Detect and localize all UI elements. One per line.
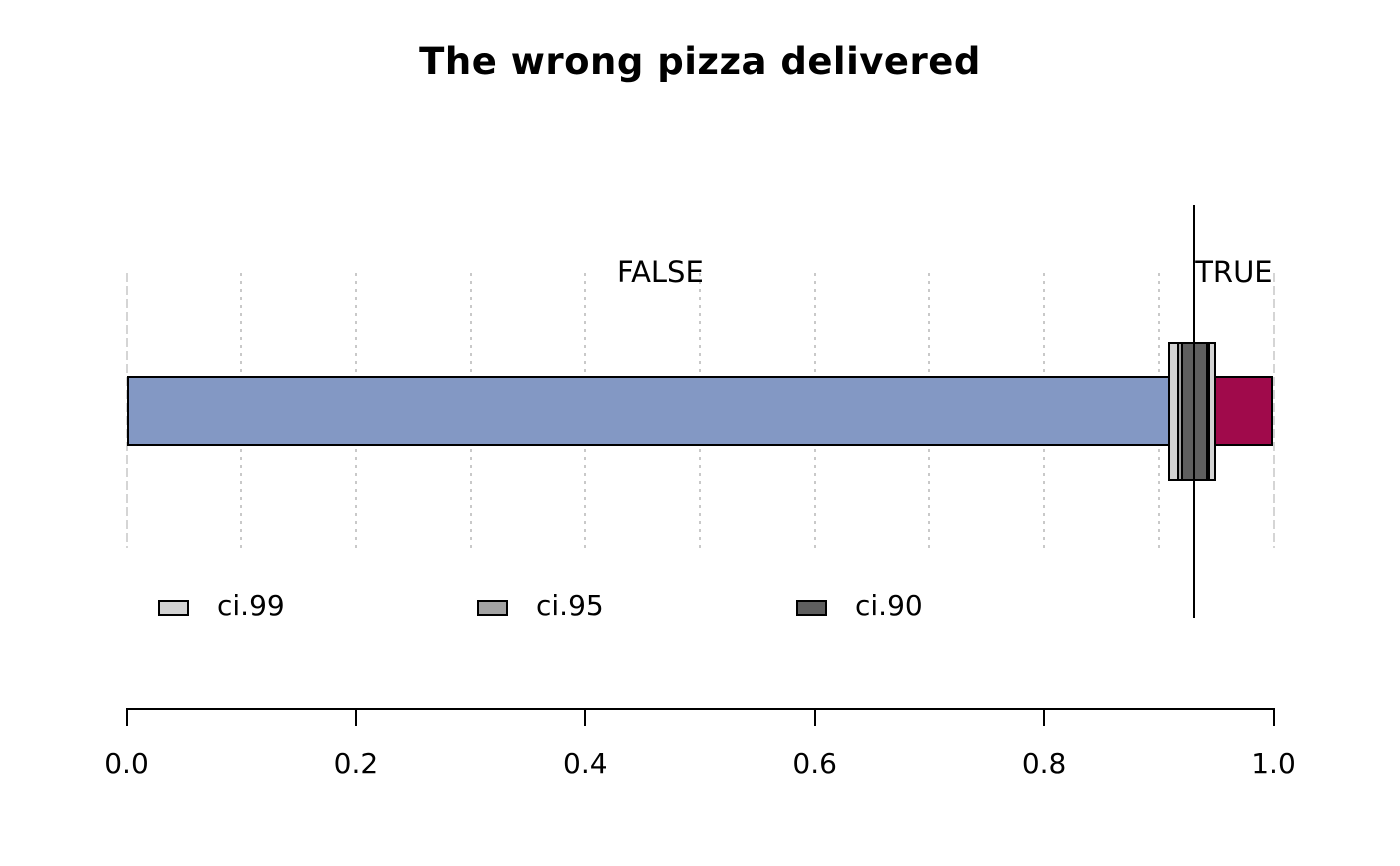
legend-swatch-ci-95 [477,600,508,616]
x-axis-tick [813,708,816,726]
legend-swatch-ci-99 [158,600,189,616]
legend-label-ci-95: ci.95 [536,589,604,622]
x-axis-tick [354,708,357,726]
x-axis-tick [584,708,587,726]
gridline [1272,273,1275,548]
legend-label-ci-99: ci.99 [217,589,285,622]
legend-label-ci-90: ci.90 [855,589,923,622]
x-axis-tick [125,708,128,726]
bar-segment-false [126,376,1195,446]
x-axis-tick-label: 0.4 [563,747,608,780]
x-axis-tick-label: 0.2 [333,747,379,780]
x-axis-tick-label: 0.0 [104,747,149,780]
x-axis-tick-label: 1.0 [1251,747,1296,780]
x-axis-line [126,708,1274,710]
estimate-line [1193,205,1196,618]
legend-swatch-ci-90 [796,600,827,616]
x-axis-tick-label: 0.6 [792,747,837,780]
chart-title: The wrong pizza delivered [419,40,981,83]
segment-label-false: FALSE [617,255,704,289]
x-axis-tick [1043,708,1046,726]
x-axis-tick-label: 0.8 [1021,747,1067,780]
x-axis-tick [1272,708,1275,726]
segment-label-true: TRUE [1195,255,1273,289]
